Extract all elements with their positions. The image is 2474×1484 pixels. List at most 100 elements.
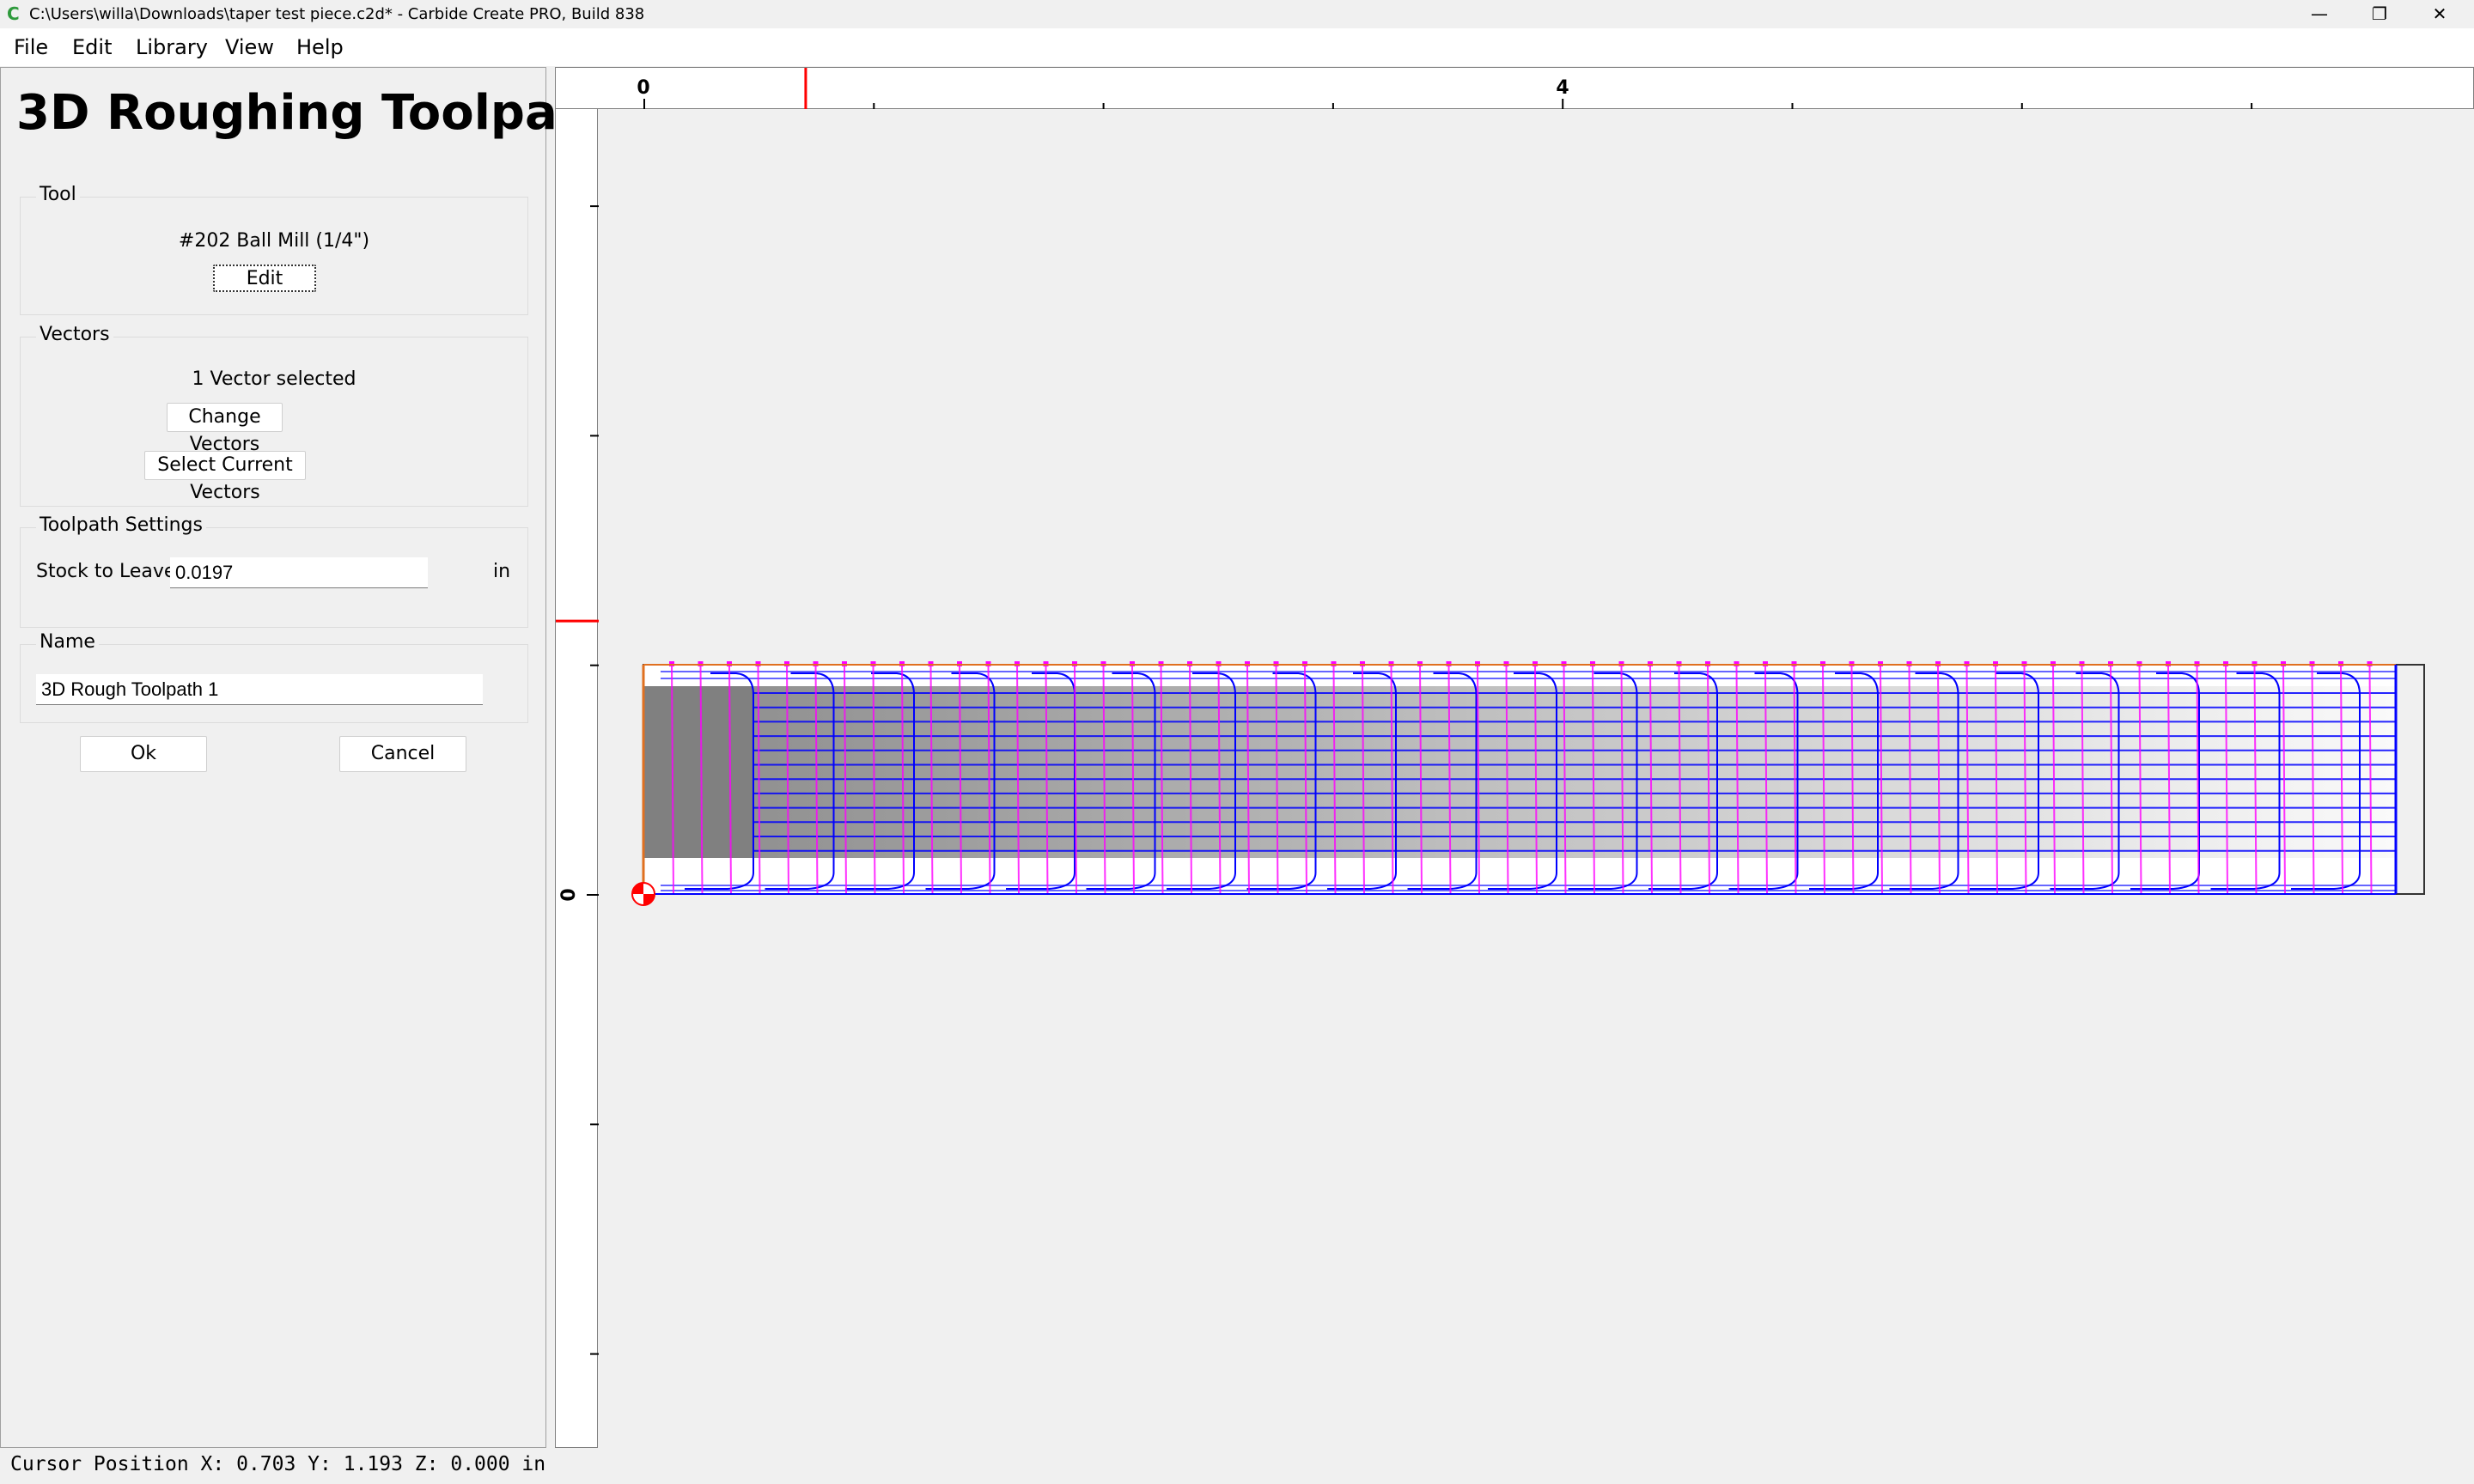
- restore-button[interactable]: ❐: [2372, 3, 2387, 24]
- toolpath-rapid-line: [1764, 664, 1768, 895]
- origin-quadrant: [632, 883, 643, 894]
- tool-group-label: Tool: [36, 184, 80, 205]
- toolpath-loop: [1809, 672, 1879, 890]
- close-button[interactable]: ✕: [2432, 3, 2447, 24]
- toolpath-rapid-line: [1362, 664, 1365, 895]
- toolpath-loop: [2291, 672, 2361, 890]
- vertical-ruler: 0: [555, 108, 599, 1448]
- height-map-edge: [643, 686, 753, 858]
- toolpath-loop: [1568, 672, 1638, 890]
- toolpath-rapid-line: [1304, 664, 1307, 895]
- toolpath-loop: [1648, 672, 1718, 890]
- design-canvas[interactable]: [599, 109, 2474, 1447]
- toolpath-rapid-line: [2167, 664, 2171, 895]
- toolpath-rapid-line: [2138, 664, 2142, 895]
- toolpath-rapid-line: [786, 664, 789, 895]
- toolpath-rapid-line: [872, 664, 876, 895]
- toolpath-rapid-line: [2311, 664, 2315, 895]
- toolpath-rapid-line: [959, 664, 962, 895]
- toolpath-loop: [685, 672, 754, 890]
- horizontal-ruler: 0 4: [555, 67, 2474, 110]
- toolpath-rapid-line: [1735, 664, 1740, 895]
- toolpath-loop: [845, 672, 915, 890]
- toolpath-rapid-line: [728, 664, 732, 895]
- toolpath-loop: [925, 672, 996, 890]
- toolpath-rapid-line: [1246, 664, 1250, 895]
- toolpath-rapid-line: [1045, 664, 1049, 895]
- toolpath-rapid-line: [1908, 664, 1912, 895]
- toolpath-rapid-line: [757, 664, 761, 895]
- toolpath-rapid-line: [1074, 664, 1077, 895]
- toolpath-rapid-line: [929, 664, 934, 895]
- menu-help[interactable]: Help: [296, 35, 344, 59]
- page-title: 3D Roughing Toolpath: [16, 85, 615, 141]
- toolpath-loop: [2050, 672, 2120, 890]
- toolpath-rapid-line: [1649, 664, 1653, 895]
- toolpath-rapid-line: [699, 664, 704, 895]
- origin-quadrant: [643, 894, 655, 905]
- toolpath-rapid-line: [1880, 664, 1883, 895]
- toolpath-loop: [1006, 672, 1076, 890]
- change-vectors-button[interactable]: Change Vectors: [167, 403, 283, 455]
- toolpath-name-input[interactable]: [36, 674, 483, 705]
- toolpath-rapid-line: [1189, 664, 1192, 895]
- toolpath-panel: 3D Roughing Toolpath Tool #202 Ball Mill…: [0, 67, 614, 1448]
- menu-library[interactable]: Library: [136, 35, 208, 59]
- menu-view[interactable]: View: [225, 35, 274, 59]
- toolpath-loop: [2210, 672, 2281, 890]
- vectors-group: Vectors 1 Vector selected Change Vectors…: [20, 324, 528, 507]
- toolpath-rapid-line: [1332, 664, 1337, 895]
- toolpath-rapid-line: [1275, 664, 1279, 895]
- toolpath-settings-label: Toolpath Settings: [36, 514, 206, 536]
- window-title: C:\Users\willa\Downloads\taper test piec…: [29, 5, 645, 23]
- cancel-button[interactable]: Cancel: [339, 736, 466, 772]
- menu-file[interactable]: File: [14, 35, 49, 59]
- ruler-label-y0: 0: [558, 888, 580, 901]
- toolpath-rapid-line: [1390, 664, 1394, 895]
- stock-to-leave-input[interactable]: [170, 557, 428, 588]
- ok-button[interactable]: Ok: [80, 736, 207, 772]
- vectors-status: 1 Vector selected: [192, 368, 356, 390]
- toolpath-rapid-line: [2110, 664, 2113, 895]
- toolpath-loop: [1889, 672, 1959, 890]
- height-map-shading: [643, 686, 2396, 858]
- toolpath-settings-group: Toolpath Settings Stock to Leave in: [20, 514, 528, 628]
- toolpath-rapid-line: [1131, 664, 1135, 895]
- toolpath-rapid-line: [814, 664, 819, 895]
- toolpath-rapid-line: [671, 664, 674, 895]
- app-logo-icon: C: [7, 3, 20, 24]
- toolpath-rapid-line: [2023, 664, 2027, 895]
- toolpath-rapid-line: [1102, 664, 1106, 895]
- toolpath-loop: [1728, 672, 1799, 890]
- toolpath-rapid-line: [2253, 664, 2258, 895]
- origin-marker-icon: [631, 882, 655, 906]
- toolpath-rapid-line: [1447, 664, 1452, 895]
- tool-name: #202 Ball Mill (1/4"): [178, 230, 370, 252]
- toolpath-loop: [1086, 672, 1156, 890]
- toolpath-loop: [1327, 672, 1397, 890]
- toolpath-rapid-line: [2282, 664, 2286, 895]
- toolpath-rapid-line: [1995, 664, 1998, 895]
- select-current-vectors-button[interactable]: Select Current Vectors: [144, 451, 306, 503]
- toolpath-rapid-line: [1965, 664, 1970, 895]
- minimize-button[interactable]: —: [2311, 3, 2328, 24]
- toolpath-loop: [1407, 672, 1478, 890]
- toolpath-rapid-line: [2340, 664, 2343, 895]
- toolpath-rapid-line: [2081, 664, 2085, 895]
- edit-tool-button[interactable]: Edit: [213, 265, 316, 292]
- menu-edit[interactable]: Edit: [72, 35, 113, 59]
- toolpath-rapid-line: [2196, 664, 2200, 895]
- toolpath-rapid-line: [1937, 664, 1941, 895]
- vectors-group-label: Vectors: [36, 324, 113, 345]
- toolpath-rapid-line: [1419, 664, 1423, 895]
- toolpath-rapid-line: [1534, 664, 1538, 895]
- name-group-label: Name: [36, 631, 99, 653]
- toolpath-rapid-line: [901, 664, 905, 895]
- stock-unit-label: in: [493, 561, 511, 582]
- toolpath-loop: [1970, 672, 2039, 890]
- toolpath-loop: [2130, 672, 2200, 890]
- name-group: Name: [20, 631, 528, 723]
- toolpath-rapid-line: [1850, 664, 1855, 895]
- toolpath-rapid-line: [844, 664, 847, 895]
- ruler-label-0: 0: [637, 77, 649, 99]
